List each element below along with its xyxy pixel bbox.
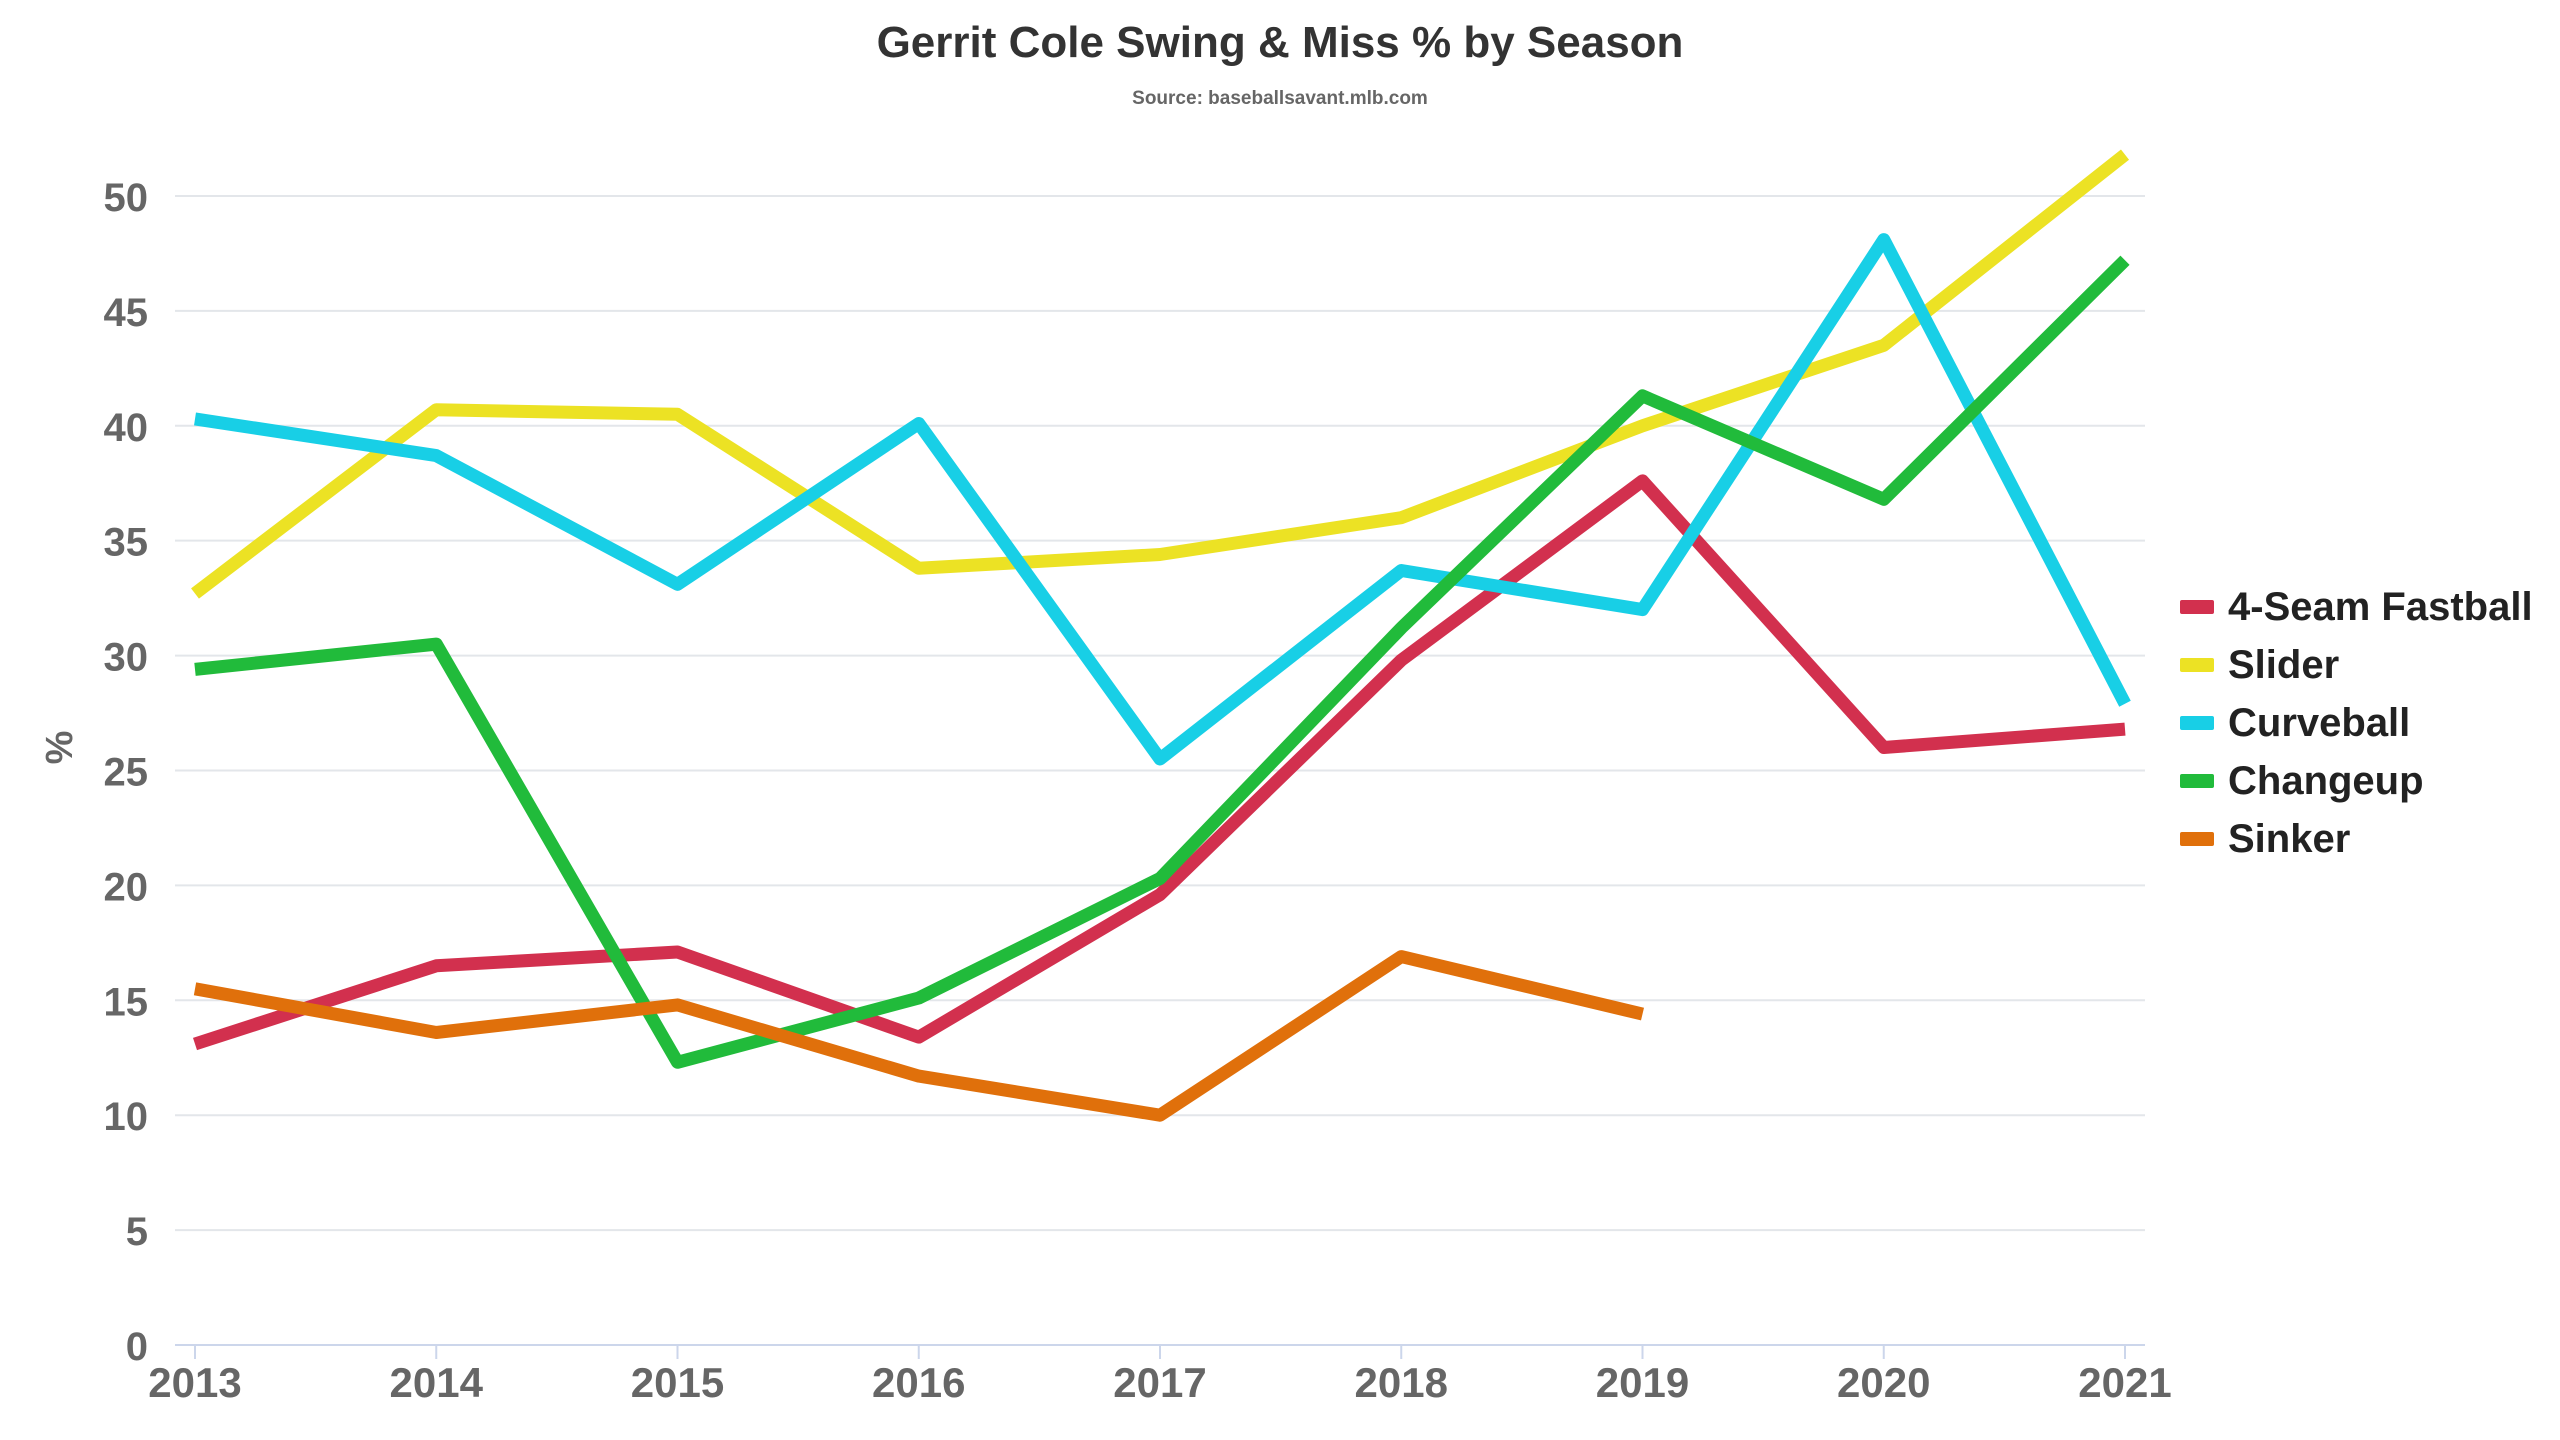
chart-title: Gerrit Cole Swing & Miss % by Season xyxy=(876,18,1684,67)
legend-item[interactable]: 4-Seam Fastball xyxy=(2180,578,2533,636)
x-tick-label: 2014 xyxy=(390,1359,484,1406)
y-tick-label: 30 xyxy=(104,636,149,680)
gridlines xyxy=(175,194,2145,1232)
x-tick-label: 2021 xyxy=(2078,1359,2171,1406)
legend-swatch xyxy=(2180,774,2214,788)
series-line-changeup[interactable] xyxy=(194,255,2130,1069)
legend-item[interactable]: Changeup xyxy=(2180,752,2533,810)
x-tick-label: 2019 xyxy=(1596,1359,1689,1406)
legend-label: Curveball xyxy=(2228,700,2411,745)
y-tick-label: 20 xyxy=(104,865,149,909)
x-tick-label: 2015 xyxy=(631,1359,724,1406)
legend-item[interactable]: Sinker xyxy=(2180,810,2533,868)
legend-label: Slider xyxy=(2228,642,2340,687)
x-tick-label: 2018 xyxy=(1355,1359,1448,1406)
legend-label: Sinker xyxy=(2228,816,2351,861)
y-tick-label: 15 xyxy=(104,980,149,1024)
x-tick-label: 2013 xyxy=(148,1359,241,1406)
series-line-sinker[interactable] xyxy=(193,950,1645,1122)
series-line-4-seam-fastball[interactable] xyxy=(192,474,2126,1051)
chart-subtitle: Source: baseballsavant.mlb.com xyxy=(1132,88,1428,109)
y-tick-label: 45 xyxy=(104,291,149,335)
y-tick-label: 10 xyxy=(104,1095,149,1139)
legend-swatch xyxy=(2180,600,2214,614)
legend-item[interactable]: Slider xyxy=(2180,636,2533,694)
y-tick-label: 5 xyxy=(126,1210,148,1254)
x-tick-label: 2020 xyxy=(1837,1359,1930,1406)
legend-label: 4-Seam Fastball xyxy=(2228,584,2533,629)
legend: 4-Seam Fastball Slider Curveball Changeup Si… xyxy=(2180,578,2533,868)
legend-swatch xyxy=(2180,716,2214,730)
y-axis-label: % xyxy=(39,731,81,765)
y-tick-label: 35 xyxy=(104,521,149,565)
legend-label: Changeup xyxy=(2228,758,2424,803)
series-line-slider[interactable] xyxy=(191,149,2130,599)
x-tick-label: 2017 xyxy=(1113,1359,1206,1406)
axes: 0 5 10 15 20 25 30 35 40 45 50 2013 2014 2015 2016 2017… xyxy=(104,176,2172,1406)
legend-item[interactable]: Curveball xyxy=(2180,694,2533,752)
series-lines xyxy=(191,149,2131,1122)
y-tick-label: 25 xyxy=(104,750,149,794)
y-tick-label: 0 xyxy=(126,1325,148,1369)
x-tick-label: 2016 xyxy=(872,1359,965,1406)
series-line-curveball[interactable] xyxy=(194,233,2131,766)
y-tick-label: 40 xyxy=(104,406,149,450)
legend-swatch xyxy=(2180,832,2214,846)
y-tick-label: 50 xyxy=(104,176,149,220)
legend-swatch xyxy=(2180,658,2214,672)
